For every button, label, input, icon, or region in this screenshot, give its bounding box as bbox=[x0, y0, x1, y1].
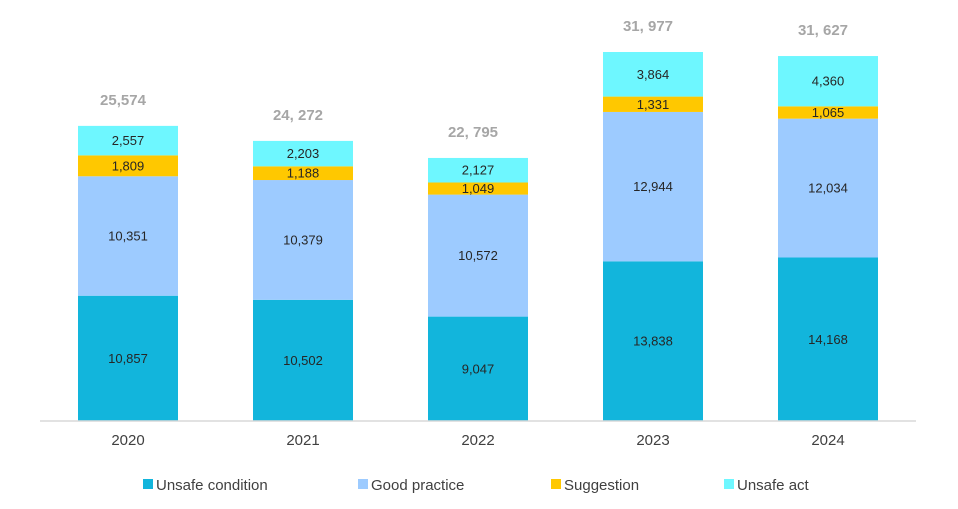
bar-segment bbox=[253, 299, 353, 421]
data-label: 10,379 bbox=[283, 232, 323, 247]
total-label: 31, 627 bbox=[798, 22, 848, 39]
data-label: 4,360 bbox=[812, 74, 845, 89]
x-tick-label: 2021 bbox=[286, 432, 319, 449]
legend-item: Unsafe condition bbox=[143, 477, 268, 494]
legend-label: Good practice bbox=[371, 477, 464, 494]
data-label: 1,065 bbox=[812, 105, 845, 120]
data-label: 10,572 bbox=[458, 248, 498, 263]
data-label: 13,838 bbox=[633, 334, 673, 349]
total-label: 24, 272 bbox=[273, 107, 323, 124]
bar-segment bbox=[78, 295, 178, 421]
legend-label: Suggestion bbox=[564, 477, 639, 494]
bar-segment bbox=[778, 56, 878, 107]
bar-segment bbox=[603, 96, 703, 112]
bar-segment bbox=[603, 111, 703, 262]
legend-swatch bbox=[724, 479, 734, 489]
data-label: 2,557 bbox=[112, 133, 145, 148]
total-label: 22, 795 bbox=[448, 124, 498, 141]
legend-label: Unsafe act bbox=[737, 477, 810, 494]
total-label: 31, 977 bbox=[623, 18, 673, 35]
x-tick-label: 2022 bbox=[461, 432, 494, 449]
x-tick-label: 2023 bbox=[636, 432, 669, 449]
bar-segment bbox=[603, 52, 703, 97]
data-label: 1,809 bbox=[112, 158, 145, 173]
bar-segment bbox=[253, 140, 353, 167]
data-label: 1,188 bbox=[287, 166, 320, 181]
legend-item: Suggestion bbox=[551, 477, 639, 494]
data-label: 1,049 bbox=[462, 181, 495, 196]
segment-labels-group: 10,857 10,351 1,809 2,557 10,502 10,379 1,188 2… bbox=[108, 67, 848, 377]
data-label: 2,203 bbox=[287, 146, 320, 161]
total-label: 25,574 bbox=[100, 92, 147, 109]
bar-segment bbox=[428, 157, 528, 183]
data-label: 1,331 bbox=[637, 97, 670, 112]
legend-label: Unsafe condition bbox=[156, 477, 268, 494]
x-tick-label: 2024 bbox=[811, 432, 844, 449]
bar-segment bbox=[603, 261, 703, 421]
bar-segment bbox=[78, 125, 178, 156]
bar-segment bbox=[778, 106, 878, 119]
total-labels-group: 25,574 24, 272 22, 795 31, 977 31, 627 bbox=[100, 18, 848, 141]
legend-swatch bbox=[143, 479, 153, 489]
data-label: 2,127 bbox=[462, 163, 495, 178]
data-label: 14,168 bbox=[808, 332, 848, 347]
data-label: 3,864 bbox=[637, 67, 670, 82]
bar-segment bbox=[253, 180, 353, 300]
data-label: 12,034 bbox=[808, 181, 848, 196]
category-labels-group: 2020 2021 2022 2023 2024 bbox=[111, 432, 844, 449]
data-label: 12,944 bbox=[633, 179, 673, 194]
bar-segment bbox=[253, 166, 353, 181]
bar-segment bbox=[778, 257, 878, 421]
data-label: 10,351 bbox=[108, 228, 148, 243]
legend-item: Unsafe act bbox=[724, 477, 810, 494]
legend-swatch bbox=[551, 479, 561, 489]
legend-item: Good practice bbox=[358, 477, 464, 494]
bar-segment bbox=[78, 176, 178, 296]
x-tick-label: 2020 bbox=[111, 432, 144, 449]
bar-segment bbox=[428, 316, 528, 421]
bar-segment bbox=[428, 182, 528, 195]
bar-segment bbox=[428, 194, 528, 317]
bars-group bbox=[78, 52, 878, 421]
bar-segment bbox=[78, 155, 178, 177]
legend-swatch bbox=[358, 479, 368, 489]
data-label: 9,047 bbox=[462, 361, 495, 376]
data-label: 10,857 bbox=[108, 351, 148, 366]
bar-segment bbox=[778, 118, 878, 258]
data-label: 10,502 bbox=[283, 353, 323, 368]
legend: Unsafe condition Good practice Suggestion U… bbox=[143, 477, 810, 494]
